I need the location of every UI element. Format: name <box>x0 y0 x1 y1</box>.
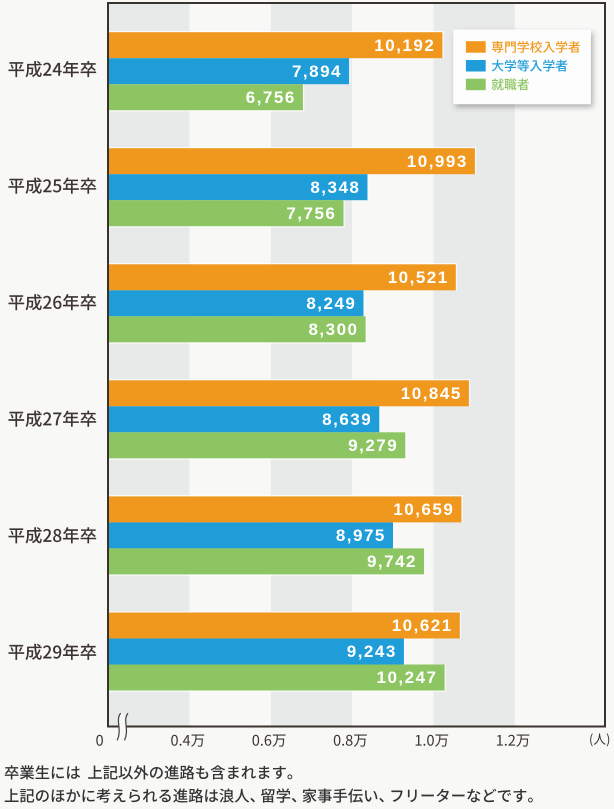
svg-text:10,621: 10,621 <box>392 616 453 635</box>
svg-text:8,348: 8,348 <box>310 178 360 197</box>
svg-text:8,300: 8,300 <box>308 320 358 339</box>
svg-text:10,845: 10,845 <box>401 384 462 403</box>
svg-text:7,894: 7,894 <box>292 62 342 81</box>
svg-text:8,639: 8,639 <box>322 410 372 429</box>
svg-text:6,756: 6,756 <box>246 88 296 107</box>
svg-text:10,659: 10,659 <box>393 500 454 519</box>
svg-text:10,993: 10,993 <box>407 152 468 171</box>
svg-text:7,756: 7,756 <box>286 204 336 223</box>
svg-text:10,247: 10,247 <box>377 668 438 687</box>
svg-text:10,192: 10,192 <box>374 36 435 55</box>
svg-text:9,742: 9,742 <box>367 552 417 571</box>
svg-text:8,975: 8,975 <box>336 526 386 545</box>
svg-text:10,521: 10,521 <box>388 268 449 287</box>
svg-text:8,249: 8,249 <box>306 294 356 313</box>
svg-text:9,243: 9,243 <box>347 642 397 661</box>
svg-text:9,279: 9,279 <box>348 436 398 455</box>
